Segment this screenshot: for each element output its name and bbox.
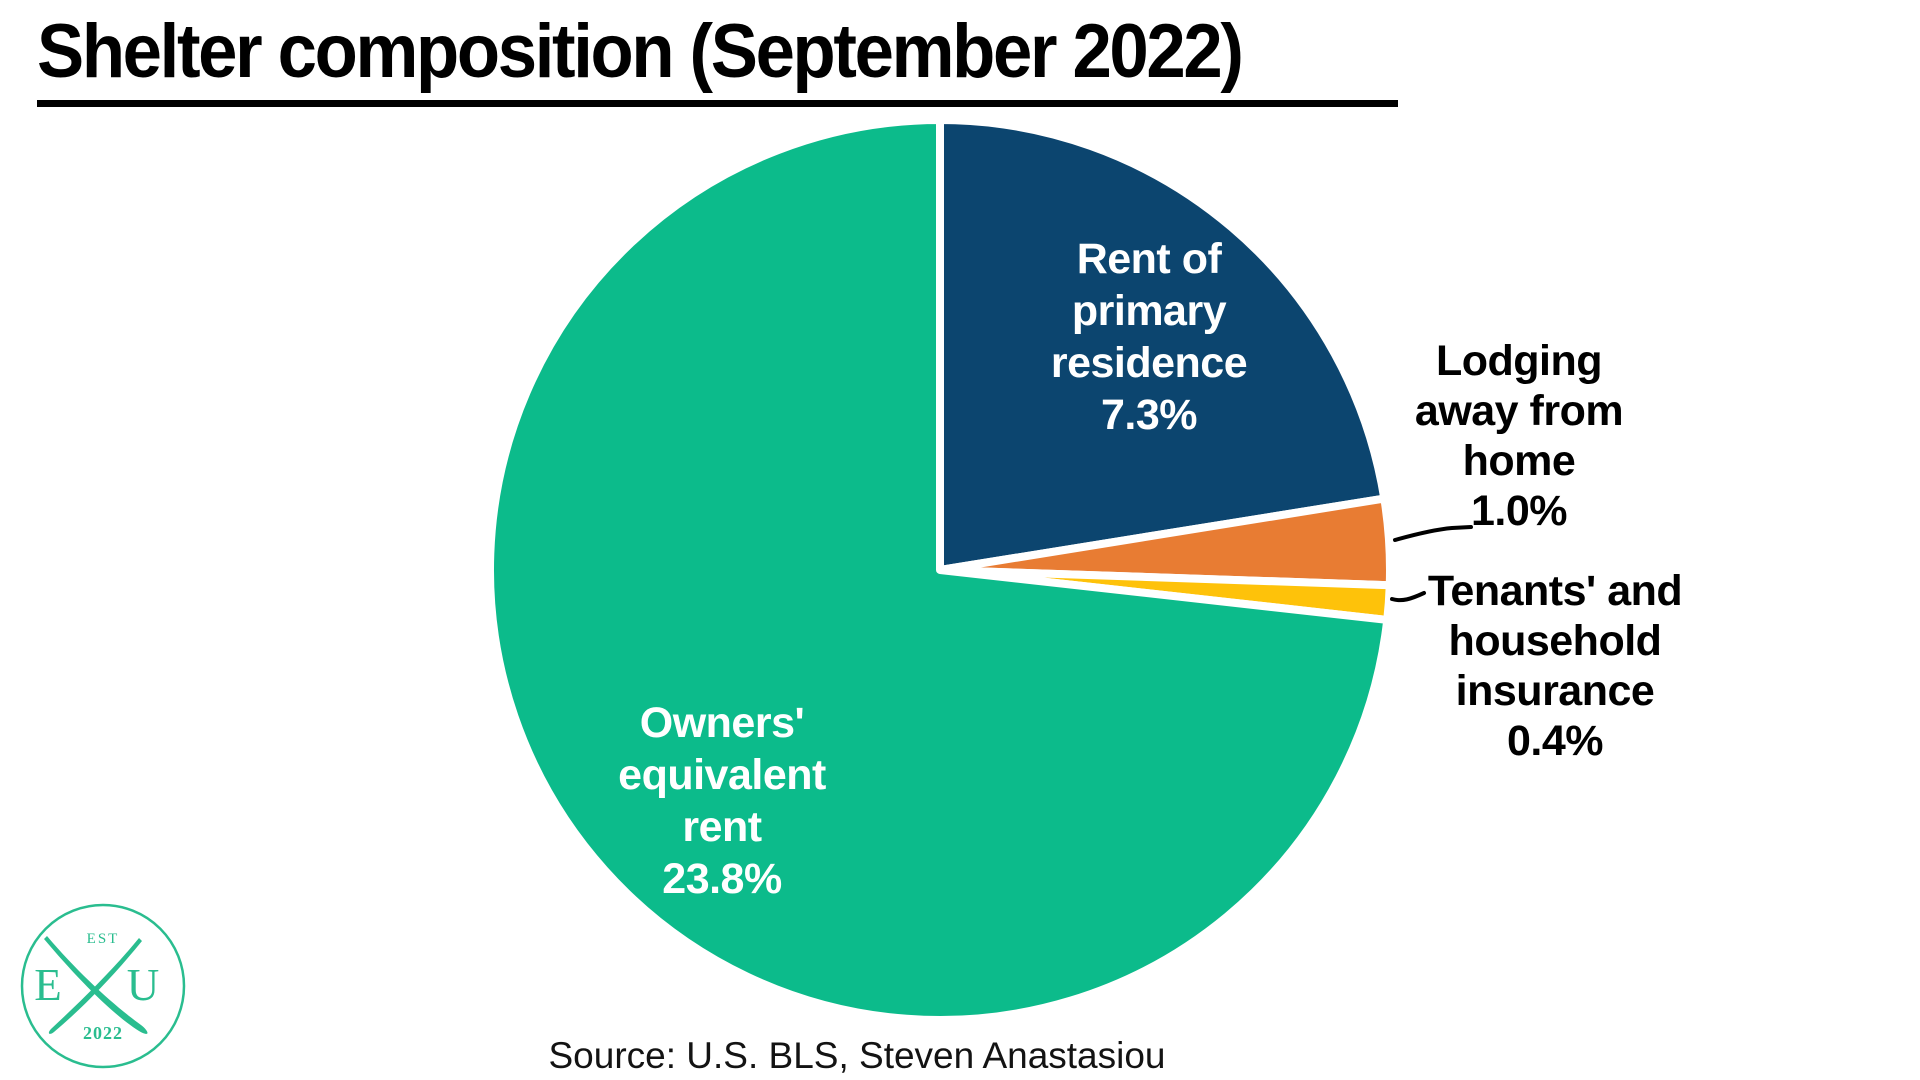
title-underline	[37, 100, 1398, 107]
slice-label-lodging-away-from-home: Lodging away from home 1.0%	[1414, 337, 1624, 535]
logo-year-text: 2022	[83, 1023, 123, 1043]
slice-label-rent-of-primary-residence: Rent of primary residence 7.3%	[1050, 235, 1248, 439]
pie-slices	[486, 116, 1394, 1024]
pie-slice-0	[936, 116, 1389, 574]
brand-logo: EST E U 2022	[20, 903, 186, 1069]
logo-x-blade-1	[44, 936, 148, 1034]
logo-est-text: EST	[87, 931, 120, 947]
slice-label-tenants-household-insurance: Tenants' and household insurance 0.4%	[1427, 567, 1683, 765]
slice-label-owners-equivalent-rent: Owners' equivalent rent 23.8%	[618, 699, 826, 903]
source-note: Source: U.S. BLS, Steven Anastasiou	[548, 1035, 1166, 1076]
leader-line-lodging	[1393, 525, 1473, 542]
logo-circle	[20, 903, 186, 1069]
logo-x-blade-2	[48, 938, 142, 1034]
logo-letter-e: E	[34, 960, 62, 1010]
chart-title: Shelter composition (September 2022)	[37, 9, 1244, 94]
leader-line-tenants	[1390, 591, 1426, 603]
logo-letter-u: U	[127, 960, 160, 1010]
pie-slice-3	[486, 116, 1392, 1024]
